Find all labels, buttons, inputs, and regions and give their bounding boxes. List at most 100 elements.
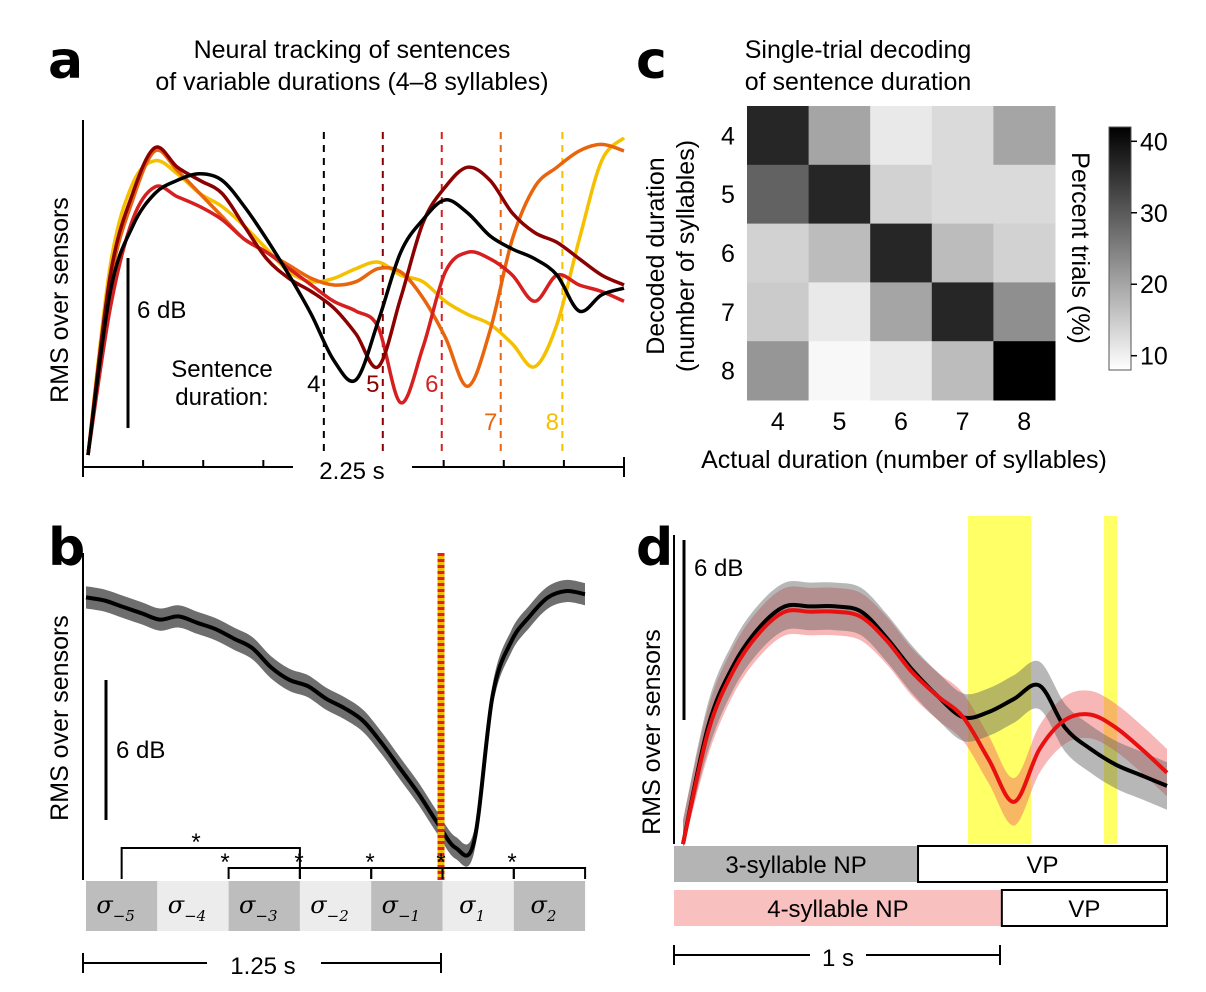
panel-c-heatmap-cells — [747, 106, 1056, 401]
panel-c-heatmap-cell — [747, 341, 810, 401]
panel-a-series-line-6 — [86, 184, 625, 456]
panel-d: d RMS over sensors 6 dB 3-syllable NP VP… — [636, 516, 1169, 972]
panel-d-scale-bar-label: 6 dB — [694, 555, 743, 582]
panel-c-heatmap-cell — [931, 106, 994, 166]
panel-b-significance-star: * — [220, 849, 229, 876]
panel-c-heatmap-cell — [808, 223, 871, 283]
panel-c-heatmap-cell — [931, 223, 994, 283]
panel-b-error-band — [86, 579, 585, 867]
panel-c-x-ticks: 4 5 6 7 8 — [771, 408, 1031, 436]
panel-a-duration-number-7: 7 — [484, 409, 497, 436]
panel-b-syllable-box — [442, 881, 514, 931]
panel-b-significance-star: * — [294, 849, 303, 876]
panel-c-colorbar-tick-label: 20 — [1140, 271, 1168, 299]
panel-b-bracket — [298, 867, 373, 879]
panel-d-np-bar-3-syllable — [674, 846, 919, 882]
panel-b-significance-star: * — [191, 829, 200, 856]
panel-c-colorbar-tick-label: 40 — [1140, 128, 1168, 156]
panel-b: b RMS over sensors 6 dB * * * * * * σ−5 σ−4 σ−3… — [46, 518, 587, 980]
panel-c-title-line2: of sentence duration — [745, 68, 972, 96]
panel-a-duration-label-line2: duration: — [175, 384, 268, 411]
panel-c-heatmap-cell — [931, 164, 994, 225]
panel-c-y-tick-label: 8 — [721, 358, 735, 386]
panel-b-syllable-box — [157, 881, 229, 931]
panel-c-heatmap-cell — [870, 164, 933, 225]
panel-d-time-bar-label: 1 s — [822, 945, 854, 972]
panel-c-x-tick-label: 6 — [894, 408, 908, 436]
panel-b-significance-star: * — [436, 849, 445, 876]
panel-c-x-tick-label: 5 — [832, 408, 846, 436]
panel-a-ylabel: RMS over sensors — [46, 197, 74, 403]
panel-a-duration-label-line1: Sentence — [171, 356, 272, 383]
panel-b-significance-star: * — [365, 849, 374, 876]
panel-b-syllable-box — [371, 881, 443, 931]
panel-b-syllable-box — [299, 881, 372, 931]
panel-a-series-line-5 — [86, 145, 625, 456]
panel-c-heatmap-cell — [931, 282, 994, 342]
panel-c-xlabel: Actual duration (number of syllables) — [701, 446, 1107, 474]
panel-c-label: c — [636, 31, 667, 91]
panel-c-heatmap-cell — [747, 223, 810, 283]
panel-c-heatmap-cell — [993, 164, 1056, 225]
panel-c-heatmap-cell — [747, 164, 810, 225]
panel-a-time-ticks — [142, 460, 565, 467]
panel-c-heatmap-cell — [931, 341, 994, 401]
panel-d-np-bar-4-syllable — [674, 890, 1002, 926]
panel-b-ylabel: RMS over sensors — [46, 615, 74, 821]
panel-c-ylabel-line2: (number of syllables) — [672, 140, 700, 372]
panel-b-scale-bar-label: 6 dB — [116, 737, 165, 764]
panel-c-colorbar-tick-label: 30 — [1140, 200, 1168, 228]
panel-b-syllable-bar: σ−5 σ−4 σ−3 σ−2 σ−1 σ1 σ2 — [86, 881, 586, 931]
panel-a-title-line2: of variable durations (4–8 syllables) — [155, 68, 548, 96]
panel-b-mean-line — [85, 588, 586, 858]
panel-d-np-label-row1: 3-syllable NP — [725, 852, 866, 879]
panel-c-heatmap-cell — [870, 106, 933, 166]
panel-c-x-tick-label: 7 — [956, 408, 970, 436]
panel-c-heatmap-cell — [993, 223, 1056, 283]
panel-c-y-tick-label: 7 — [721, 299, 735, 327]
panel-a-series-lines — [86, 136, 626, 456]
panel-a-title-line1: Neural tracking of sentences — [194, 36, 511, 64]
panel-c-heatmap-cell — [808, 106, 871, 166]
panel-c-colorbar-label: Percent trials (%) — [1066, 152, 1094, 344]
panel-c-heatmap-cell — [870, 341, 933, 401]
panel-d-ylabel: RMS over sensors — [638, 629, 666, 835]
panel-b-time-bar-label: 1.25 s — [230, 953, 295, 980]
panel-a-scale-bar-label: 6 dB — [137, 297, 186, 324]
panel-a-time-bar-label: 2.25 s — [319, 458, 384, 485]
panel-a: a Neural tracking of sentences of variab… — [46, 31, 626, 485]
panel-d-label: d — [636, 518, 673, 578]
panel-c-heatmap-cell — [870, 282, 933, 342]
panel-b-syllable-box — [86, 881, 158, 931]
panel-d-highlight-2 — [1104, 516, 1117, 844]
panel-c-colorbar-tick-label: 10 — [1140, 343, 1168, 371]
panel-c-title-line1: Single-trial decoding — [745, 36, 972, 64]
panel-d-highlight-1 — [968, 516, 1031, 844]
panel-d-vp-bar-row1 — [917, 845, 1168, 883]
panel-c-ylabel-line1: Decoded duration — [642, 157, 670, 354]
panel-c-colorbar-ticks: 40 30 20 10 — [1131, 128, 1168, 371]
panel-c-y-tick-label: 6 — [721, 240, 735, 268]
panel-a-duration-number-5: 5 — [366, 371, 379, 398]
panel-c-x-tick-label: 4 — [771, 408, 785, 436]
panel-c-heatmap-cell — [993, 282, 1056, 342]
panel-c-heatmap-cell — [808, 282, 871, 342]
panel-c-heatmap-cell — [747, 106, 810, 166]
panel-d-vp-bar-row2 — [1000, 889, 1168, 927]
panel-c-y-ticks: 4 5 6 7 8 — [721, 122, 735, 385]
panel-b-bracket — [120, 847, 301, 879]
panel-d-vp-label-row1: VP — [1027, 852, 1059, 879]
panel-c-heatmap-cell — [993, 341, 1056, 401]
panel-c-colorbar — [1108, 126, 1132, 371]
panel-b-significance-star: * — [507, 849, 516, 876]
panel-d-np-label-row2: 4-syllable NP — [767, 896, 908, 923]
panel-d-line-4-syllable — [681, 608, 1169, 845]
panel-b-bracket — [512, 867, 587, 879]
panel-c-heatmap-cell — [747, 282, 810, 342]
panel-c-x-tick-label: 8 — [1017, 408, 1031, 436]
panel-c-heatmap-cell — [808, 164, 871, 225]
panel-a-series-line-8 — [86, 136, 626, 456]
panel-a-duration-number-4: 4 — [307, 371, 320, 398]
panel-a-label: a — [48, 31, 83, 91]
